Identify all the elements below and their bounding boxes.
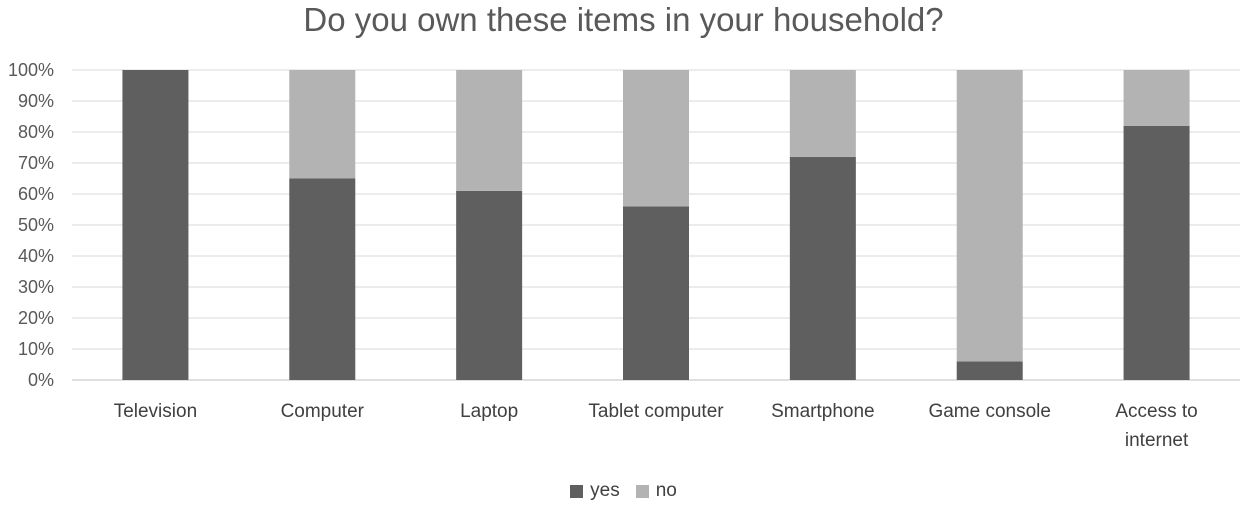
bar-no-4 — [789, 70, 856, 157]
bar-yes-4 — [789, 156, 856, 380]
y-tick-label: 0% — [28, 370, 54, 390]
x-tick-label: Computer — [281, 401, 365, 422]
legend-item-yes: yes — [570, 480, 620, 502]
x-tick-label: Laptop — [460, 401, 518, 422]
bar-yes-6 — [1123, 125, 1190, 380]
bar-yes-2 — [456, 190, 523, 380]
x-tick-label: Tablet computer — [588, 401, 724, 422]
x-tick-label: Access to internet — [1115, 401, 1197, 451]
y-tick-label: 20% — [18, 308, 54, 328]
x-tick-label: Game console — [928, 401, 1051, 422]
y-tick-label: 80% — [18, 122, 54, 142]
legend-swatch-no — [635, 484, 649, 498]
legend: yes no — [0, 480, 1247, 502]
bar-no-6 — [1123, 70, 1190, 126]
x-axis: Television Computer Laptop Tablet computer S… — [114, 401, 1198, 451]
bar-no-3 — [623, 70, 689, 207]
legend-swatch-yes — [570, 484, 584, 498]
bar-yes-5 — [956, 361, 1023, 380]
bar-yes-0 — [122, 70, 189, 380]
bars — [122, 70, 1190, 380]
chart-title: Do you own these items in your household… — [303, 1, 944, 38]
legend-label-yes: yes — [590, 480, 620, 501]
legend-item-no: no — [635, 480, 677, 502]
bar-no-1 — [289, 70, 356, 179]
bar-no-5 — [956, 70, 1023, 362]
bar-yes-1 — [289, 178, 356, 380]
bar-yes-3 — [623, 206, 689, 380]
x-tick-label: Smartphone — [771, 401, 875, 422]
bar-no-2 — [456, 70, 523, 191]
y-tick-label: 50% — [18, 215, 54, 235]
y-tick-label: 40% — [18, 246, 54, 266]
y-tick-label: 60% — [18, 184, 54, 204]
y-tick-label: 10% — [18, 339, 54, 359]
x-tick-label: Television — [114, 401, 197, 422]
y-tick-label: 70% — [18, 153, 54, 173]
y-tick-label: 100% — [8, 60, 54, 80]
y-tick-label: 30% — [18, 277, 54, 297]
legend-label-no: no — [655, 480, 677, 501]
y-tick-label: 90% — [18, 91, 54, 111]
y-axis: 0% 10% 20% 30% 40% 50% 60% 70% 80% 90% 100% — [8, 60, 54, 390]
